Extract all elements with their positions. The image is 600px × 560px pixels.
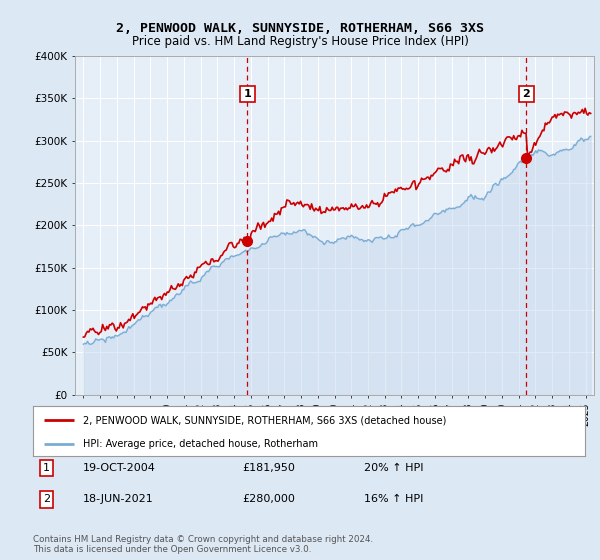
Text: 2, PENWOOD WALK, SUNNYSIDE, ROTHERHAM, S66 3XS (detached house): 2, PENWOOD WALK, SUNNYSIDE, ROTHERHAM, S… — [83, 415, 446, 425]
Text: Contains HM Land Registry data © Crown copyright and database right 2024.
This d: Contains HM Land Registry data © Crown c… — [33, 535, 373, 554]
Text: 20% ↑ HPI: 20% ↑ HPI — [364, 463, 424, 473]
Text: 16% ↑ HPI: 16% ↑ HPI — [364, 494, 424, 505]
Text: 1: 1 — [43, 463, 50, 473]
Text: 18-JUN-2021: 18-JUN-2021 — [83, 494, 154, 505]
Text: 2, PENWOOD WALK, SUNNYSIDE, ROTHERHAM, S66 3XS: 2, PENWOOD WALK, SUNNYSIDE, ROTHERHAM, S… — [116, 22, 484, 35]
Text: Price paid vs. HM Land Registry's House Price Index (HPI): Price paid vs. HM Land Registry's House … — [131, 35, 469, 48]
Text: HPI: Average price, detached house, Rotherham: HPI: Average price, detached house, Roth… — [83, 439, 317, 449]
Text: 2: 2 — [523, 89, 530, 99]
Text: £280,000: £280,000 — [243, 494, 296, 505]
Text: £181,950: £181,950 — [243, 463, 296, 473]
Text: 2: 2 — [43, 494, 50, 505]
Text: 19-OCT-2004: 19-OCT-2004 — [83, 463, 155, 473]
Text: 1: 1 — [244, 89, 251, 99]
